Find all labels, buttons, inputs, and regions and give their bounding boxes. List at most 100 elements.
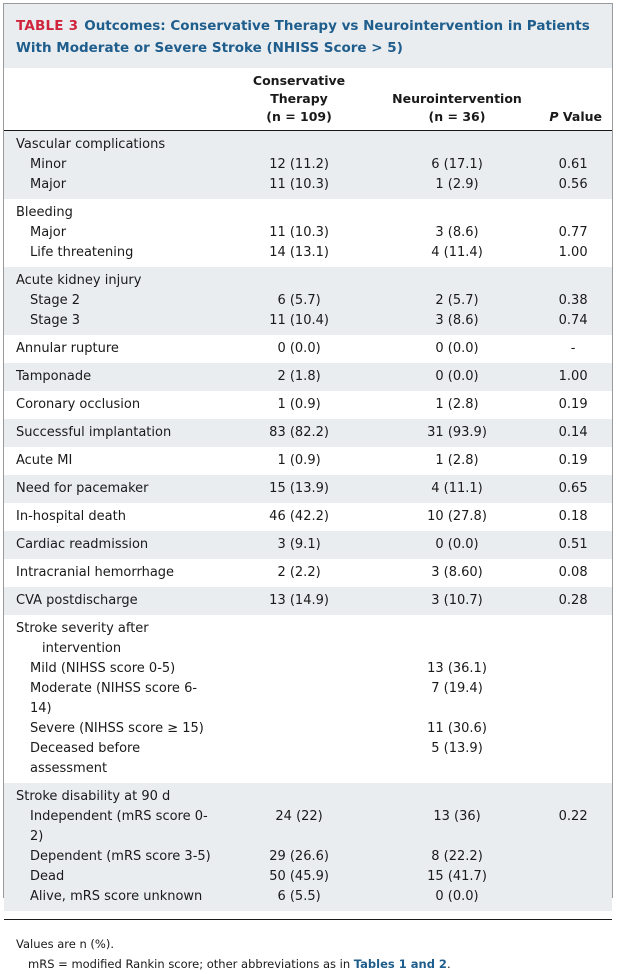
cell-conservative: [218, 659, 379, 679]
cell-p-value: 1.00: [558, 245, 588, 260]
table-row: Major 11 (10.3) 3 (8.6) 0.77: [4, 223, 612, 243]
table-row: Need for pacemaker 15 (13.9) 4 (11.1) 0.65: [4, 479, 612, 499]
cell-conservative: [218, 639, 379, 659]
table-row: Bleeding: [4, 203, 612, 223]
header-neurointervention: Neurointervention (n = 36): [380, 90, 534, 126]
cell-conservative: 6 (5.7): [277, 293, 321, 308]
row-group: Successful implantation 83 (82.2) 31 (93.9…: [4, 419, 612, 447]
row-group: Vascular complications Minor 12 (11.2) 6 (1…: [4, 131, 612, 199]
table-row: Mild (NIHSS score 0-5) 13 (36.1): [4, 659, 612, 679]
row-group: Stroke severity after intervention Mild (N…: [4, 615, 612, 783]
row-label: Successful implantation: [16, 425, 172, 440]
row-label: Moderate (NIHSS score 6-14): [30, 681, 198, 716]
cell-conservative: [218, 719, 379, 739]
cell-conservative: 12 (11.2): [269, 157, 329, 172]
table-row: Acute kidney injury: [4, 271, 612, 291]
table-row: Stage 3 11 (10.4) 3 (8.6) 0.74: [4, 311, 612, 331]
cell-neurointervention: [380, 787, 534, 807]
table-row: CVA postdischarge 13 (14.9) 3 (10.7) 0.28: [4, 591, 612, 611]
header-p-italic: P: [549, 109, 559, 124]
table-row: Coronary occlusion 1 (0.9) 1 (2.8) 0.19: [4, 395, 612, 415]
cell-neurointervention: 0 (0.0): [435, 537, 479, 552]
cell-p-value: 0.08: [558, 565, 588, 580]
row-label: Stage 2: [30, 293, 80, 308]
cell-conservative: 46 (42.2): [269, 509, 329, 524]
cell-p-value: [534, 619, 612, 639]
cell-p-value: 0.14: [558, 425, 588, 440]
cell-neurointervention: 1 (2.9): [435, 177, 479, 192]
row-label: Acute MI: [16, 453, 73, 468]
table-row: Intracranial hemorrhage 2 (2.2) 3 (8.60) 0.…: [4, 563, 612, 583]
cell-neurointervention: 15 (41.7): [427, 869, 487, 884]
cell-conservative: [218, 135, 379, 155]
cell-neurointervention: 5 (13.9): [431, 741, 483, 756]
table-header: Conservative Therapy (n = 109) Neurointe…: [4, 68, 612, 131]
row-label: Severe (NIHSS score ≥ 15): [30, 721, 204, 736]
cell-conservative: [218, 203, 379, 223]
cell-p-value: [534, 679, 612, 719]
row-group: Need for pacemaker 15 (13.9) 4 (11.1) 0.65: [4, 475, 612, 503]
cell-p-value: [534, 271, 612, 291]
cell-conservative: 1 (0.9): [277, 453, 321, 468]
cell-neurointervention: 2 (5.7): [435, 293, 479, 308]
table-row: Stroke disability at 90 d: [4, 787, 612, 807]
cell-conservative: 3 (9.1): [277, 537, 321, 552]
header-conservative: Conservative Therapy (n = 109): [218, 72, 379, 126]
cell-p-value: [534, 867, 612, 887]
cell-neurointervention: [380, 203, 534, 223]
cell-p-value: [534, 847, 612, 867]
cell-neurointervention: 13 (36): [433, 809, 481, 824]
cell-neurointervention: 8 (22.2): [431, 849, 483, 864]
cell-p-value: 0.51: [558, 537, 588, 552]
row-group: Annular rupture 0 (0.0) 0 (0.0) -: [4, 335, 612, 363]
cell-neurointervention: [380, 135, 534, 155]
row-group: Tamponade 2 (1.8) 0 (0.0) 1.00: [4, 363, 612, 391]
table-body: Vascular complications Minor 12 (11.2) 6 (1…: [4, 131, 612, 911]
header-p-value: P Value: [534, 108, 612, 126]
row-label: Stroke disability at 90 d: [16, 789, 171, 804]
cell-p-value: 0.61: [558, 157, 588, 172]
row-label: Stroke severity after: [16, 621, 149, 636]
row-group: Cardiac readmission 3 (9.1) 0 (0.0) 0.51: [4, 531, 612, 559]
row-label: Coronary occlusion: [16, 397, 141, 412]
cell-neurointervention: 0 (0.0): [435, 341, 479, 356]
cell-conservative: 14 (13.1): [269, 245, 329, 260]
header-conservative-line2: Therapy: [270, 91, 328, 106]
table-row: Vascular complications: [4, 135, 612, 155]
table-row: Annular rupture 0 (0.0) 0 (0.0) -: [4, 339, 612, 359]
row-group: Intracranial hemorrhage 2 (2.2) 3 (8.60) 0.…: [4, 559, 612, 587]
cell-conservative: 13 (14.9): [269, 593, 329, 608]
cell-p-value: 0.65: [558, 481, 588, 496]
table-title: TABLE 3 Outcomes: Conservative Therapy vs…: [16, 15, 602, 59]
cell-neurointervention: 11 (30.6): [427, 721, 487, 736]
row-label: Annular rupture: [16, 341, 119, 356]
cell-p-value: [534, 639, 612, 659]
cell-conservative: [218, 679, 379, 719]
table-row: Dependent (mRS score 3-5) 29 (26.6) 8 (22.…: [4, 847, 612, 867]
cell-p-value: 0.74: [558, 313, 588, 328]
cell-p-value: [534, 135, 612, 155]
row-group: In-hospital death 46 (42.2) 10 (27.8) 0.18: [4, 503, 612, 531]
row-label: Tamponade: [16, 369, 92, 384]
table-row: Cardiac readmission 3 (9.1) 0 (0.0) 0.51: [4, 535, 612, 555]
table-row: Deceased before assessment 5 (13.9): [4, 739, 612, 779]
cell-p-value: [534, 659, 612, 679]
cell-neurointervention: 1 (2.8): [435, 453, 479, 468]
cell-neurointervention: 0 (0.0): [435, 889, 479, 904]
row-label: Stage 3: [30, 313, 80, 328]
cell-neurointervention: 0 (0.0): [435, 369, 479, 384]
table-row: Dead 50 (45.9) 15 (41.7): [4, 867, 612, 887]
row-label: In-hospital death: [16, 509, 126, 524]
row-group: Acute MI 1 (0.9) 1 (2.8) 0.19: [4, 447, 612, 475]
cell-neurointervention: 3 (8.6): [435, 313, 479, 328]
cell-p-value: [534, 203, 612, 223]
footer-tables-link[interactable]: Tables 1 and 2: [353, 957, 447, 971]
cell-conservative: 11 (10.3): [269, 225, 329, 240]
row-label: Minor: [30, 157, 67, 172]
row-label: Independent (mRS score 0-2): [30, 809, 208, 844]
table-row: Independent (mRS score 0-2) 24 (22) 13 (36…: [4, 807, 612, 847]
table-row: Minor 12 (11.2) 6 (17.1) 0.61: [4, 155, 612, 175]
row-label: Vascular complications: [16, 137, 166, 152]
row-group: Stroke disability at 90 d Independent (mR…: [4, 783, 612, 911]
cell-neurointervention: 1 (2.8): [435, 397, 479, 412]
